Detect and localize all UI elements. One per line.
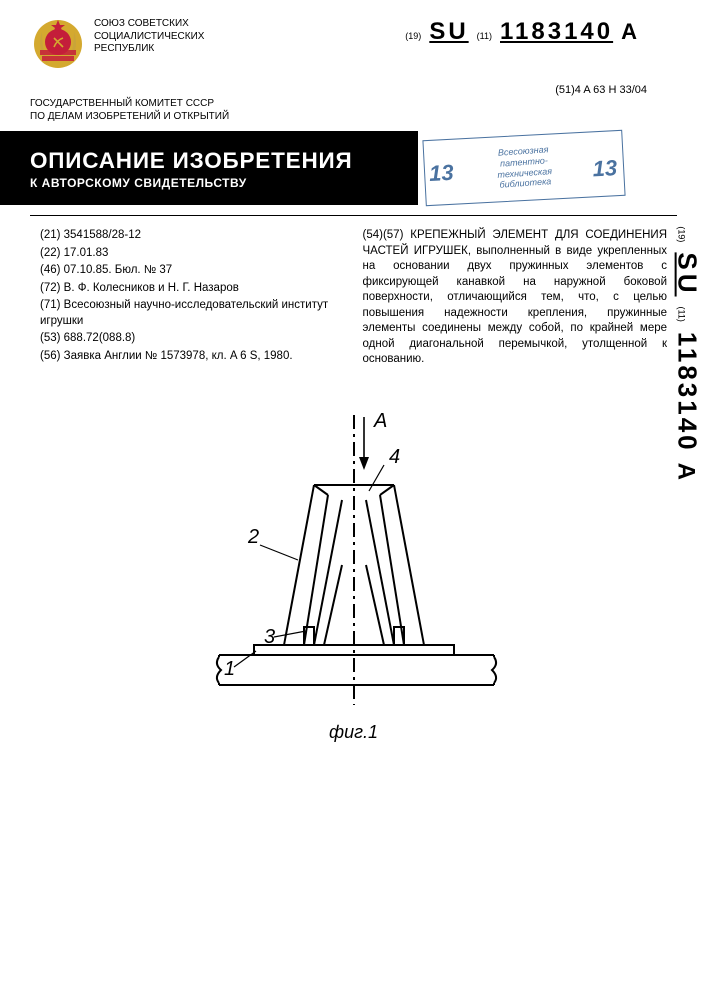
country-code: SU bbox=[429, 18, 468, 46]
code-51: (51)4 bbox=[555, 84, 581, 96]
label-3: 3 bbox=[264, 626, 275, 648]
kind-code: A bbox=[621, 19, 637, 45]
abstract-text: (54)(57) КРЕПЕЖНЫЙ ЭЛЕМЕНТ ДЛЯ СОЕДИНЕНИ… bbox=[363, 228, 668, 368]
code-19: (19) bbox=[405, 31, 421, 41]
title-band: ОПИСАНИЕ ИЗОБРЕТЕНИЯ К АВТОРСКОМУ СВИДЕТ… bbox=[0, 131, 707, 205]
stamp-text: Всесоюзная патентно- техническая библиот… bbox=[495, 145, 553, 192]
field-22: (22) 17.01.83 bbox=[40, 246, 345, 262]
figure-drawing: A 2 4 3 1 bbox=[164, 405, 544, 725]
band-black: ОПИСАНИЕ ИЗОБРЕТЕНИЯ К АВТОРСКОМУ СВИДЕТ… bbox=[0, 131, 418, 205]
side-code-11: (11) bbox=[677, 307, 687, 322]
abstract-body: выполненный в виде укрепленных на основа… bbox=[363, 245, 668, 366]
field-53: (53) 688.72(088.8) bbox=[40, 331, 345, 347]
field-46: (46) 07.10.85. Бюл. № 37 bbox=[40, 263, 345, 279]
field-56: (56) Заявка Англии № 1573978, кл. A 6 S,… bbox=[40, 349, 345, 365]
ipc-classification: (51)4 A 63 H 33/04 bbox=[0, 84, 707, 96]
abstract-column: (54)(57) КРЕПЕЖНЫЙ ЭЛЕМЕНТ ДЛЯ СОЕДИНЕНИ… bbox=[363, 228, 668, 370]
field-21: (21) 3541588/28-12 bbox=[40, 228, 345, 244]
figure-caption: фиг.1 bbox=[164, 722, 544, 743]
publication-id: (19) SU (11) 1183140 A bbox=[405, 18, 677, 46]
stamp-number-left: 13 bbox=[429, 160, 455, 187]
side-docnum: 1183140 bbox=[672, 332, 703, 453]
document-subtitle: К АВТОРСКОМУ СВИДЕТЕЛЬСТВУ bbox=[30, 176, 406, 190]
stamp-number-right: 13 bbox=[592, 155, 618, 182]
header: СОЮЗ СОВЕТСКИХ СОЦИАЛИСТИЧЕСКИХ РЕСПУБЛИ… bbox=[0, 0, 707, 78]
field-54-57: (54)(57) bbox=[363, 229, 404, 241]
code-11: (11) bbox=[477, 31, 492, 41]
figure-1: A 2 4 3 1 фиг.1 bbox=[164, 405, 544, 725]
committee-text: ГОСУДАРСТВЕННЫЙ КОМИТЕТ СССР ПО ДЕЛАМ ИЗ… bbox=[30, 98, 280, 123]
ipc-code: A 63 H 33/04 bbox=[583, 84, 647, 96]
ussr-emblem-icon bbox=[30, 18, 86, 74]
label-4: 4 bbox=[389, 446, 400, 468]
side-code-19: (19) bbox=[677, 226, 687, 242]
label-2: 2 bbox=[247, 526, 259, 548]
document-title: ОПИСАНИЕ ИЗОБРЕТЕНИЯ bbox=[30, 148, 406, 174]
library-stamp: 13 Всесоюзная патентно- техническая библ… bbox=[422, 130, 625, 206]
field-71: (71) Всесоюзный научно-исследовательский… bbox=[40, 298, 345, 329]
union-text: СОЮЗ СОВЕТСКИХ СОЦИАЛИСТИЧЕСКИХ РЕСПУБЛИ… bbox=[94, 18, 244, 56]
document-number: 1183140 bbox=[500, 18, 613, 46]
field-72: (72) В. Ф. Колесников и Н. Г. Назаров bbox=[40, 281, 345, 297]
bibliographic-data: (21) 3541588/28-12 (22) 17.01.83 (46) 07… bbox=[0, 216, 707, 370]
biblio-left-column: (21) 3541588/28-12 (22) 17.01.83 (46) 07… bbox=[40, 228, 345, 370]
side-suffix: A bbox=[672, 463, 700, 480]
side-country: SU bbox=[672, 252, 703, 296]
label-a: A bbox=[373, 410, 387, 432]
label-1: 1 bbox=[224, 658, 235, 680]
spine-id: (19) SU (11) 1183140 A bbox=[672, 226, 703, 480]
